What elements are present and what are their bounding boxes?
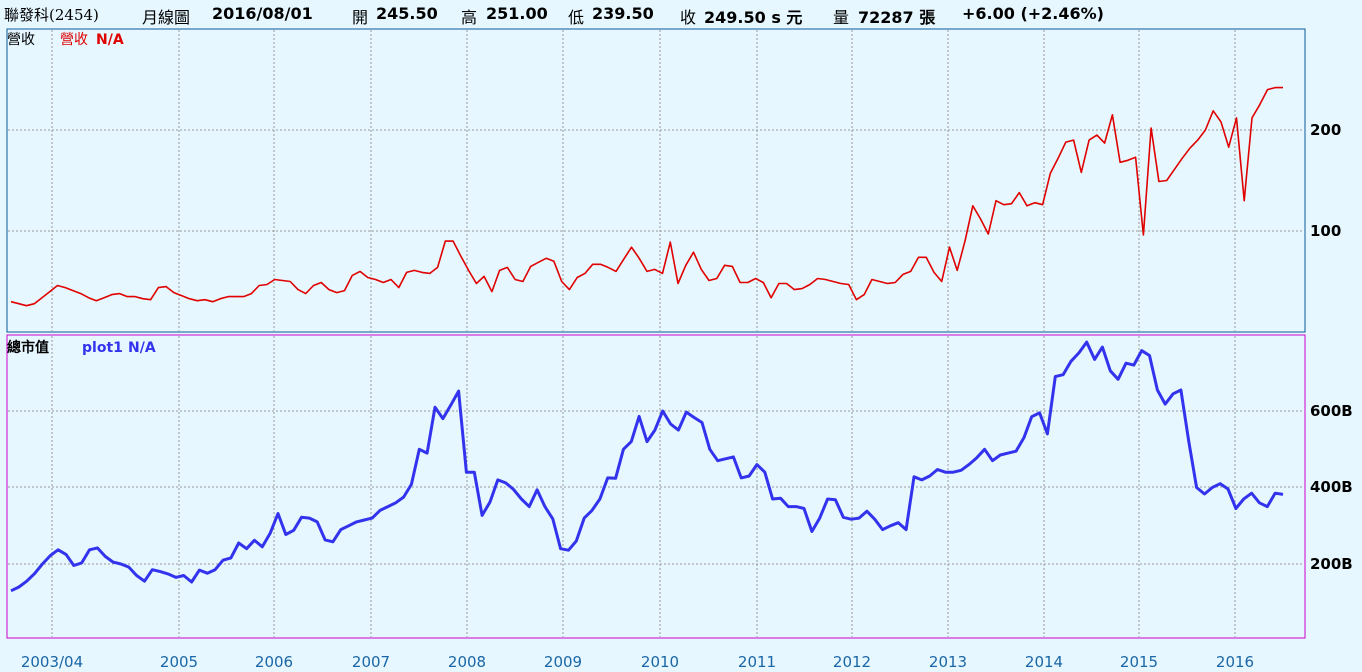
volume-label: 量 [833,8,850,27]
x-tick-label: 2014 [1025,653,1063,671]
revenue-panel-grid [8,30,1304,331]
open-label: 開 [352,8,369,27]
high-label: 高 [461,8,478,27]
market-cap-panel [6,334,1306,639]
x-tick-label: 2010 [641,653,679,671]
low-label: 低 [568,8,585,27]
market-cap-series-value: N/A [128,340,156,356]
market-cap-line [10,340,1284,593]
chart-kind: 月線圖 [142,8,191,27]
y-tick-label: 100 [1310,222,1341,240]
x-tick-label: 2011 [738,653,776,671]
x-tick-label: 2008 [448,653,486,671]
x-tick-label: 2003/04 [21,653,83,671]
high-value: 251.00 [486,4,548,23]
revenue-series-label: 營收 [60,32,88,48]
market-cap-panel-title: 總市值 [7,339,49,356]
y-tick-label: 600B [1310,402,1353,420]
revenue-line [10,86,1283,307]
y-tick-label: 200B [1310,555,1353,573]
x-tick-label: 2016 [1216,653,1254,671]
open-value: 245.50 [376,4,438,23]
x-tick-label: 2009 [544,653,582,671]
x-tick-label: 2013 [929,653,967,671]
x-tick-label: 2012 [833,653,871,671]
y-tick-label: 200 [1310,121,1341,139]
market-cap-series-label: plot1 [82,340,123,356]
market-cap-panel-grid [8,336,1304,637]
x-tick-label: 2015 [1120,653,1158,671]
close-value: 249.50 s 元 [704,8,803,27]
revenue-series-value: N/A [96,32,124,48]
quote-header: 聯發科(2454) 月線圖 2016/08/01 開 245.50 高 251.… [0,0,1362,28]
volume-value: 72287 張 [858,8,936,27]
stock-name: 聯發科(2454) [4,6,99,24]
x-tick-label: 2005 [160,653,198,671]
low-value: 239.50 [592,4,654,23]
y-tick-label: 400B [1310,478,1353,496]
quote-date: 2016/08/01 [212,4,313,23]
revenue-panel [6,28,1306,333]
x-tick-label: 2007 [352,653,390,671]
x-tick-label: 2006 [255,653,293,671]
price-change: +6.00 (+2.46%) [962,4,1104,23]
revenue-panel-title: 營收 [7,32,35,48]
close-label: 收 [680,8,697,27]
